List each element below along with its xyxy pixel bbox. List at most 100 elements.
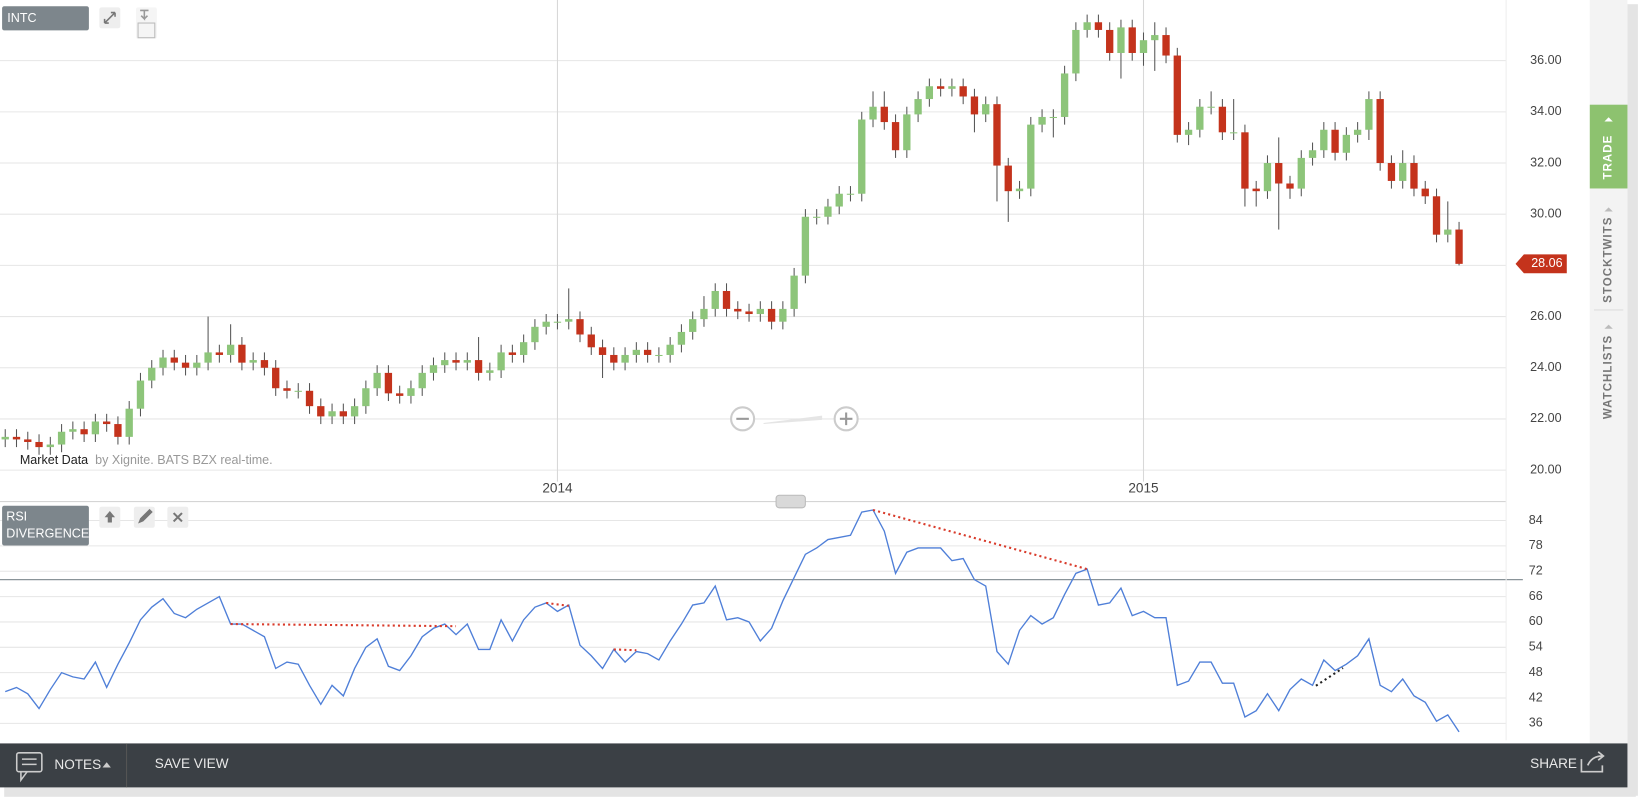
y-tick-label: 66 xyxy=(1529,589,1543,603)
y-tick-label: 84 xyxy=(1529,513,1543,527)
candle-body xyxy=(711,290,719,309)
share-button[interactable]: SHARE xyxy=(1530,756,1577,771)
candle-body xyxy=(700,308,708,320)
candle-body xyxy=(1410,163,1418,189)
candle-body xyxy=(1399,163,1407,181)
divergence-line xyxy=(230,623,457,628)
symbol-box[interactable] xyxy=(2,6,89,31)
candle-body xyxy=(317,406,325,417)
candle-body xyxy=(384,372,393,394)
resize-handle[interactable] xyxy=(775,494,806,509)
candle-body xyxy=(159,357,167,368)
candle-body xyxy=(1,436,9,440)
mark-layer: 28.06 xyxy=(1,14,1567,733)
candle-body xyxy=(272,367,280,389)
x-tick-label: 2015 xyxy=(1128,481,1158,496)
rsi-line xyxy=(4,509,1460,733)
candle-body xyxy=(982,104,990,115)
candle-body xyxy=(632,349,641,355)
save-view-button[interactable]: SAVE VIEW xyxy=(155,756,229,771)
candle-body xyxy=(936,86,945,89)
candle-body xyxy=(869,106,877,120)
fullscreen-icon xyxy=(103,11,116,24)
candle-body xyxy=(576,319,584,335)
calendar-icon xyxy=(137,22,156,39)
candle-body xyxy=(542,321,550,327)
zoom-slider[interactable] xyxy=(763,415,823,425)
share-icon xyxy=(1580,751,1605,773)
plus-icon xyxy=(839,412,853,426)
candle-body xyxy=(1083,22,1091,30)
candle-body xyxy=(486,370,494,373)
candle-body xyxy=(1049,116,1057,119)
y-tick-label: 36 xyxy=(1529,716,1543,730)
candle-body xyxy=(441,360,449,366)
y-tick-label: 20.00 xyxy=(1530,462,1561,476)
y-tick-label: 42 xyxy=(1529,690,1543,704)
candle-body xyxy=(655,354,663,357)
y-tick-label: 26.00 xyxy=(1530,309,1561,323)
candle-body xyxy=(1421,188,1429,197)
candle-body xyxy=(226,344,235,355)
candle-body xyxy=(835,193,843,207)
candle-body xyxy=(531,326,539,343)
indicator-box[interactable] xyxy=(2,505,89,546)
candle-body xyxy=(959,86,967,97)
candle-body xyxy=(136,380,145,409)
candle-body xyxy=(993,104,1001,166)
candle-body xyxy=(362,388,370,407)
y-tick-label: 30.00 xyxy=(1530,207,1561,221)
candle-body xyxy=(1275,163,1283,184)
sidebar-tab[interactable]: TRADE xyxy=(1603,135,1615,180)
sidebar-tab[interactable]: WATCHLISTS xyxy=(1603,335,1615,419)
candle-body xyxy=(553,321,562,323)
shadow xyxy=(1627,4,1638,796)
candle-body xyxy=(745,311,753,315)
candle-body xyxy=(587,334,595,348)
candle-body xyxy=(1241,132,1249,189)
candle-body xyxy=(677,331,686,345)
attribution-note: by Xignite. BATS BZX real-time. xyxy=(95,453,272,467)
candle-body xyxy=(1252,188,1260,192)
candle-body xyxy=(1376,99,1384,164)
candle-body xyxy=(35,441,43,448)
y-tick-label: 36.00 xyxy=(1530,53,1561,67)
tab-arrow xyxy=(1604,207,1613,212)
candle-body xyxy=(148,367,156,381)
candle-body xyxy=(373,372,381,389)
download-icon xyxy=(140,9,149,21)
y-tick-label: 72 xyxy=(1529,564,1543,578)
candle-body xyxy=(790,275,798,309)
candle-body xyxy=(12,436,21,440)
sidebar-tab[interactable]: STOCKTWITS xyxy=(1603,217,1615,303)
candle-body xyxy=(801,216,810,276)
candle-body xyxy=(565,319,573,322)
candle-body xyxy=(1444,229,1452,235)
candle-body xyxy=(1387,163,1396,181)
indicator-name: DIVERGENCE xyxy=(6,526,89,540)
candle-body xyxy=(1432,196,1441,235)
candle-body xyxy=(621,354,629,363)
candle-body xyxy=(1094,22,1103,30)
notes-button[interactable]: NOTES xyxy=(54,757,101,772)
last-price-label: 28.06 xyxy=(1531,256,1562,270)
candle-body xyxy=(1072,29,1080,74)
candle-body xyxy=(102,421,111,425)
candle-body xyxy=(1139,40,1148,53)
y-tick-label: 54 xyxy=(1529,640,1543,654)
candle-body xyxy=(429,365,438,373)
candle-body xyxy=(1218,106,1227,133)
pencil-icon xyxy=(138,508,153,524)
notes-arrow xyxy=(102,762,111,768)
candle-body xyxy=(756,308,764,315)
y-tick-label: 32.00 xyxy=(1530,155,1561,169)
candle-body xyxy=(519,342,528,355)
candle-body xyxy=(666,344,674,355)
candle-body xyxy=(305,390,314,407)
candle-body xyxy=(925,86,934,100)
candle-body xyxy=(779,308,787,322)
candle-body xyxy=(1308,150,1317,158)
y-tick-label: 60 xyxy=(1529,614,1543,628)
candle-body xyxy=(643,349,652,355)
